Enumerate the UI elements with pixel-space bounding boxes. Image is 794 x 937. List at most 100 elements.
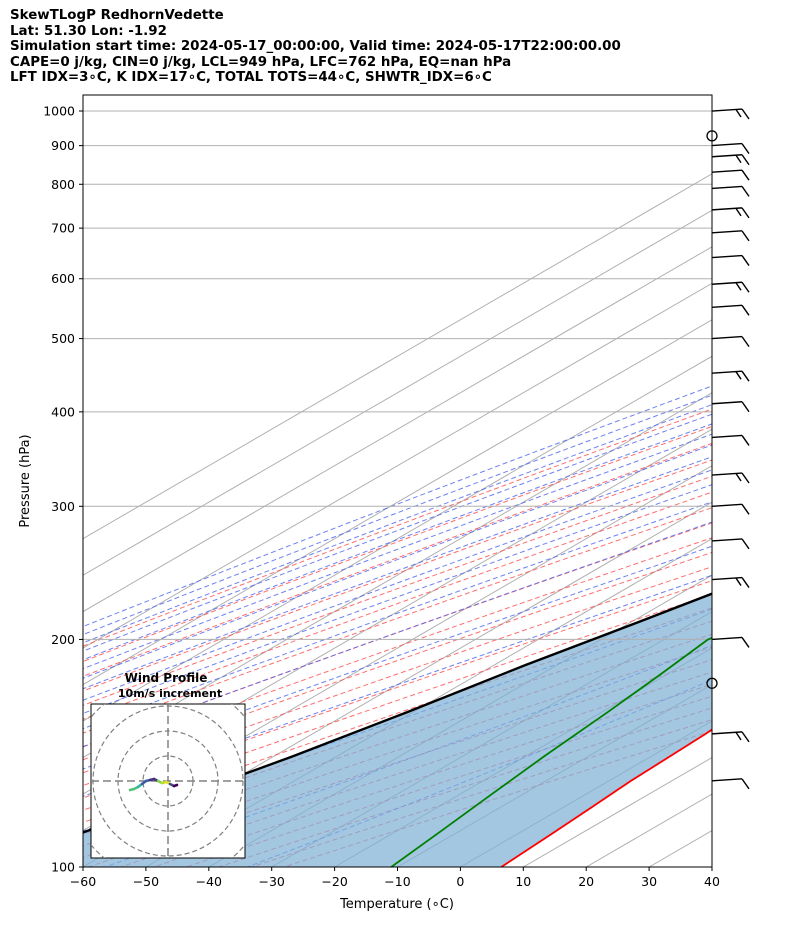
x-tick-label: −30 [259, 874, 285, 889]
wind-barb-staff [711, 304, 743, 308]
isotherm-line [83, 501, 712, 867]
wind-barb-flag [741, 108, 750, 120]
dry-adiabat-line [83, 537, 712, 761]
wind-barb-staff [711, 401, 743, 405]
dry-adiabat-line [83, 459, 712, 692]
dry-adiabat-line [83, 491, 712, 720]
wind-barb-flag [741, 778, 750, 790]
wind-barb-flag [741, 207, 750, 219]
x-tick-label: −40 [196, 874, 222, 889]
wind-barb-flag [741, 731, 750, 743]
moist-adiabat-line [83, 423, 712, 661]
wind-barb-flag [735, 154, 742, 164]
wind-barb-flag [741, 435, 750, 446]
moist-adiabat-line [83, 433, 712, 670]
isotherm-line [83, 209, 712, 576]
wind-barb-flag [741, 637, 750, 648]
y-tick-label: 200 [51, 632, 75, 647]
wind-barb-staff [711, 636, 743, 641]
wind-barb-staff [711, 108, 743, 112]
x-axis-ticks: −60 −50 −40 −30 −20 −10 0 10 20 30 40 [70, 867, 720, 889]
wind-barb-staff [711, 230, 743, 234]
wind-barb-flag [735, 109, 742, 118]
dry-adiabat-line [83, 551, 712, 774]
hodograph-segment [172, 783, 179, 788]
wind-barb-flag [735, 731, 742, 741]
wind-barb-flag [741, 401, 750, 413]
wind-barb-staff [711, 142, 743, 147]
hodograph-subtitle: 10m/s increment [118, 687, 222, 700]
hodograph-trace [128, 777, 179, 792]
x-tick-label: 20 [578, 874, 594, 889]
wind-barb-flag [735, 371, 742, 380]
dry-adiabat-line [83, 408, 712, 647]
dry-adiabat-line [83, 522, 712, 748]
y-tick-label: 300 [51, 499, 75, 514]
moist-adiabat-line [83, 385, 712, 628]
dry-adiabat-line [83, 475, 712, 706]
wind-barb-flag [741, 230, 750, 242]
wind-barb-staff [711, 254, 743, 259]
wind-barb-flag [741, 370, 750, 382]
y-tick-label: 500 [51, 331, 75, 346]
wind-barbs [706, 108, 750, 790]
moist-adiabat-line [83, 469, 712, 701]
y-axis-ticks: 100 200 300 400 500 600 700 800 900 1000 [43, 104, 83, 875]
wind-barb-staff [711, 281, 743, 285]
wind-barb-staff [711, 370, 743, 374]
x-tick-label: −10 [384, 874, 410, 889]
y-tick-label: 700 [51, 221, 75, 236]
moist-adiabat-line [83, 545, 712, 770]
wind-barb-staff [711, 154, 743, 158]
wind-barb-flag [741, 304, 750, 316]
wind-barb-staff [711, 207, 743, 211]
wind-barb-flag [741, 538, 750, 550]
hodograph-title: Wind Profile [125, 671, 208, 685]
y-tick-label: 600 [51, 271, 75, 286]
wind-barb-staff [711, 185, 743, 190]
wind-barb-staff [711, 778, 743, 782]
wind-barb-flag [741, 186, 750, 197]
y-tick-label: 800 [51, 177, 75, 192]
y-tick-label: 400 [51, 404, 75, 419]
parcel-line [83, 592, 712, 834]
wind-barb-flag [741, 503, 750, 515]
moist-adiabats [83, 385, 712, 867]
wind-barb-flag [741, 154, 750, 166]
wind-barb-flag [735, 577, 742, 586]
dry-adiabat-line [83, 425, 712, 663]
wind-barb-flag [741, 143, 750, 155]
wind-barb-flag [741, 281, 750, 293]
wind-barb-flag [735, 282, 742, 291]
isotherm-line [83, 246, 712, 613]
title-cape-indices: CAPE=0 j/kg, CIN=0 j/kg, LCL=949 hPa, LF… [10, 54, 512, 70]
x-tick-label: 10 [515, 874, 531, 889]
wind-barb-staff [711, 434, 743, 439]
profile-lines [83, 592, 712, 867]
wind-barb-staff [711, 576, 743, 581]
x-tick-label: 40 [704, 874, 720, 889]
title-location: Lat: 51.30 Lon: -1.92 [10, 23, 167, 39]
x-tick-label: −20 [321, 874, 347, 889]
isotherm-line [83, 319, 712, 686]
wind-barb-staff [711, 169, 743, 173]
y-tick-label: 100 [51, 860, 75, 875]
dry-adiabat-line [83, 442, 712, 677]
x-axis-label: Temperature (∘C) [339, 897, 454, 912]
x-tick-label: −60 [70, 874, 96, 889]
wind-barb-flag [735, 473, 742, 482]
wind-barb-flag [741, 472, 750, 484]
x-tick-label: −50 [133, 874, 159, 889]
isotherm-line [83, 282, 712, 649]
y-axis-label: Pressure (hPa) [18, 434, 33, 527]
wind-barb-flag [741, 169, 750, 181]
hodograph-inset: Wind Profile 10m/s increment [90, 671, 246, 859]
wind-barb-staff [711, 538, 743, 542]
wind-barb-flag [735, 207, 742, 217]
isotherm-line [83, 173, 712, 540]
wind-barb-staff [711, 335, 743, 340]
wind-barb-flag [741, 577, 750, 588]
isotherm-line [711, 866, 712, 867]
title-times: Simulation start time: 2024-05-17_00:00:… [10, 39, 621, 55]
x-tick-label: 30 [641, 874, 657, 889]
